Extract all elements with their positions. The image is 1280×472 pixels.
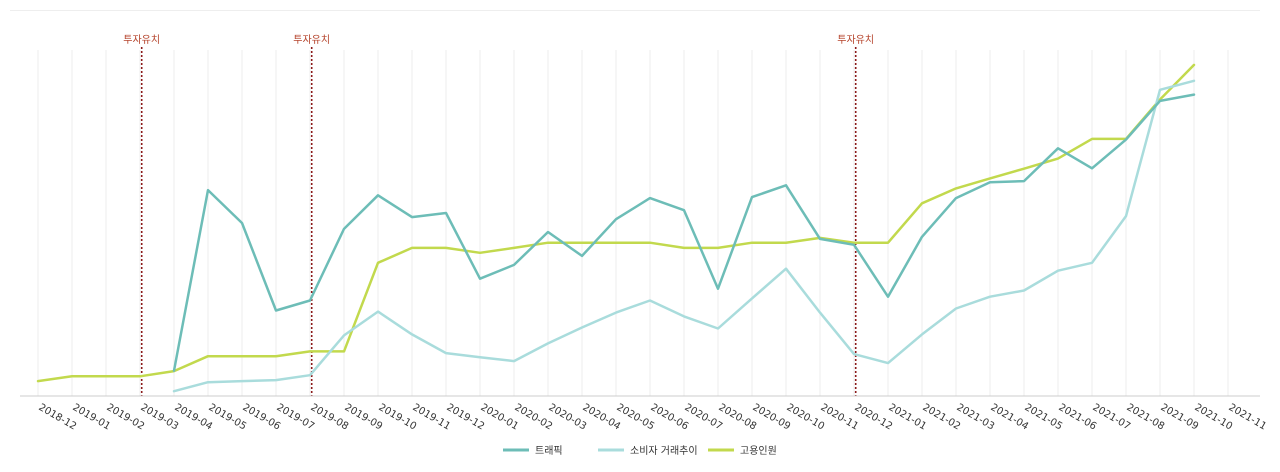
- grid-lines: [37, 50, 1229, 396]
- x-tick-label: 2020-10: [785, 402, 827, 432]
- legend-item[interactable]: 소비자 거래추이: [598, 445, 698, 457]
- x-tick-label: 2021-07: [1091, 402, 1133, 432]
- x-tick-label: 2020-09: [751, 402, 793, 432]
- x-tick-label: 2019-03: [139, 402, 181, 432]
- x-tick-label: 2019-02: [105, 402, 147, 432]
- x-tick-label: 2021-05: [1023, 402, 1065, 432]
- marker-label: 투자유치: [123, 34, 160, 46]
- x-tick-label: 2020-07: [683, 402, 725, 432]
- x-tick-label: 2020-01: [479, 402, 521, 432]
- marker-label: 투자유치: [293, 34, 330, 46]
- x-tick-label: 2021-08: [1125, 402, 1167, 432]
- x-tick-label: 2021-06: [1057, 402, 1099, 432]
- x-tick-label: 2020-03: [547, 402, 589, 432]
- x-tick-label: 2019-08: [309, 402, 351, 432]
- legend-label: 고용인원: [740, 445, 777, 457]
- legend-item[interactable]: 고용인원: [708, 445, 777, 457]
- legend-label: 트래픽: [535, 445, 563, 457]
- x-tick-label: 2021-10: [1193, 402, 1235, 432]
- x-tick-label: 2018-12: [37, 402, 79, 432]
- x-tick-label: 2021-11: [1227, 402, 1269, 432]
- x-tick-label: 2019-10: [377, 402, 419, 432]
- series-line: [172, 93, 1196, 372]
- x-tick-label: 2021-09: [1159, 402, 1201, 432]
- x-tick-label: 2019-06: [241, 402, 283, 432]
- x-tick-label: 2019-07: [275, 402, 317, 432]
- x-tick-label: 2020-05: [615, 402, 657, 432]
- x-tick-label: 2019-05: [207, 402, 249, 432]
- series-line: [36, 63, 1196, 383]
- x-tick-label: 2019-09: [343, 402, 385, 432]
- marker-label: 투자유치: [837, 34, 874, 46]
- x-tick-label: 2021-02: [921, 402, 963, 432]
- top-divider: [10, 10, 1260, 11]
- x-tick-label: 2020-08: [717, 402, 759, 432]
- x-tick-label: 2019-01: [71, 402, 113, 432]
- x-axis: 2018-122019-012019-022019-032019-042019-…: [20, 395, 1269, 432]
- x-tick-label: 2020-11: [819, 402, 861, 432]
- x-tick-label: 2020-12: [853, 402, 895, 432]
- x-tick-label: 2019-12: [445, 402, 487, 432]
- investment-markers: 투자유치 투자유치 투자유치: [123, 34, 874, 396]
- x-tick-label: 2020-04: [581, 402, 623, 432]
- legend-item[interactable]: 트래픽: [503, 445, 563, 457]
- x-tick-label: 2021-01: [887, 402, 929, 432]
- series-lines: [36, 63, 1196, 393]
- x-tick-label: 2021-03: [955, 402, 997, 432]
- x-tick-label: 2019-04: [173, 402, 215, 432]
- legend[interactable]: 트래픽 소비자 거래추이 고용인원: [503, 445, 777, 457]
- legend-label: 소비자 거래추이: [630, 445, 698, 457]
- x-tick-label: 2021-04: [989, 402, 1031, 432]
- series-line: [172, 79, 1196, 393]
- x-tick-label: 2020-06: [649, 402, 691, 432]
- x-tick-label: 2020-02: [513, 402, 555, 432]
- x-tick-label: 2019-11: [411, 402, 453, 432]
